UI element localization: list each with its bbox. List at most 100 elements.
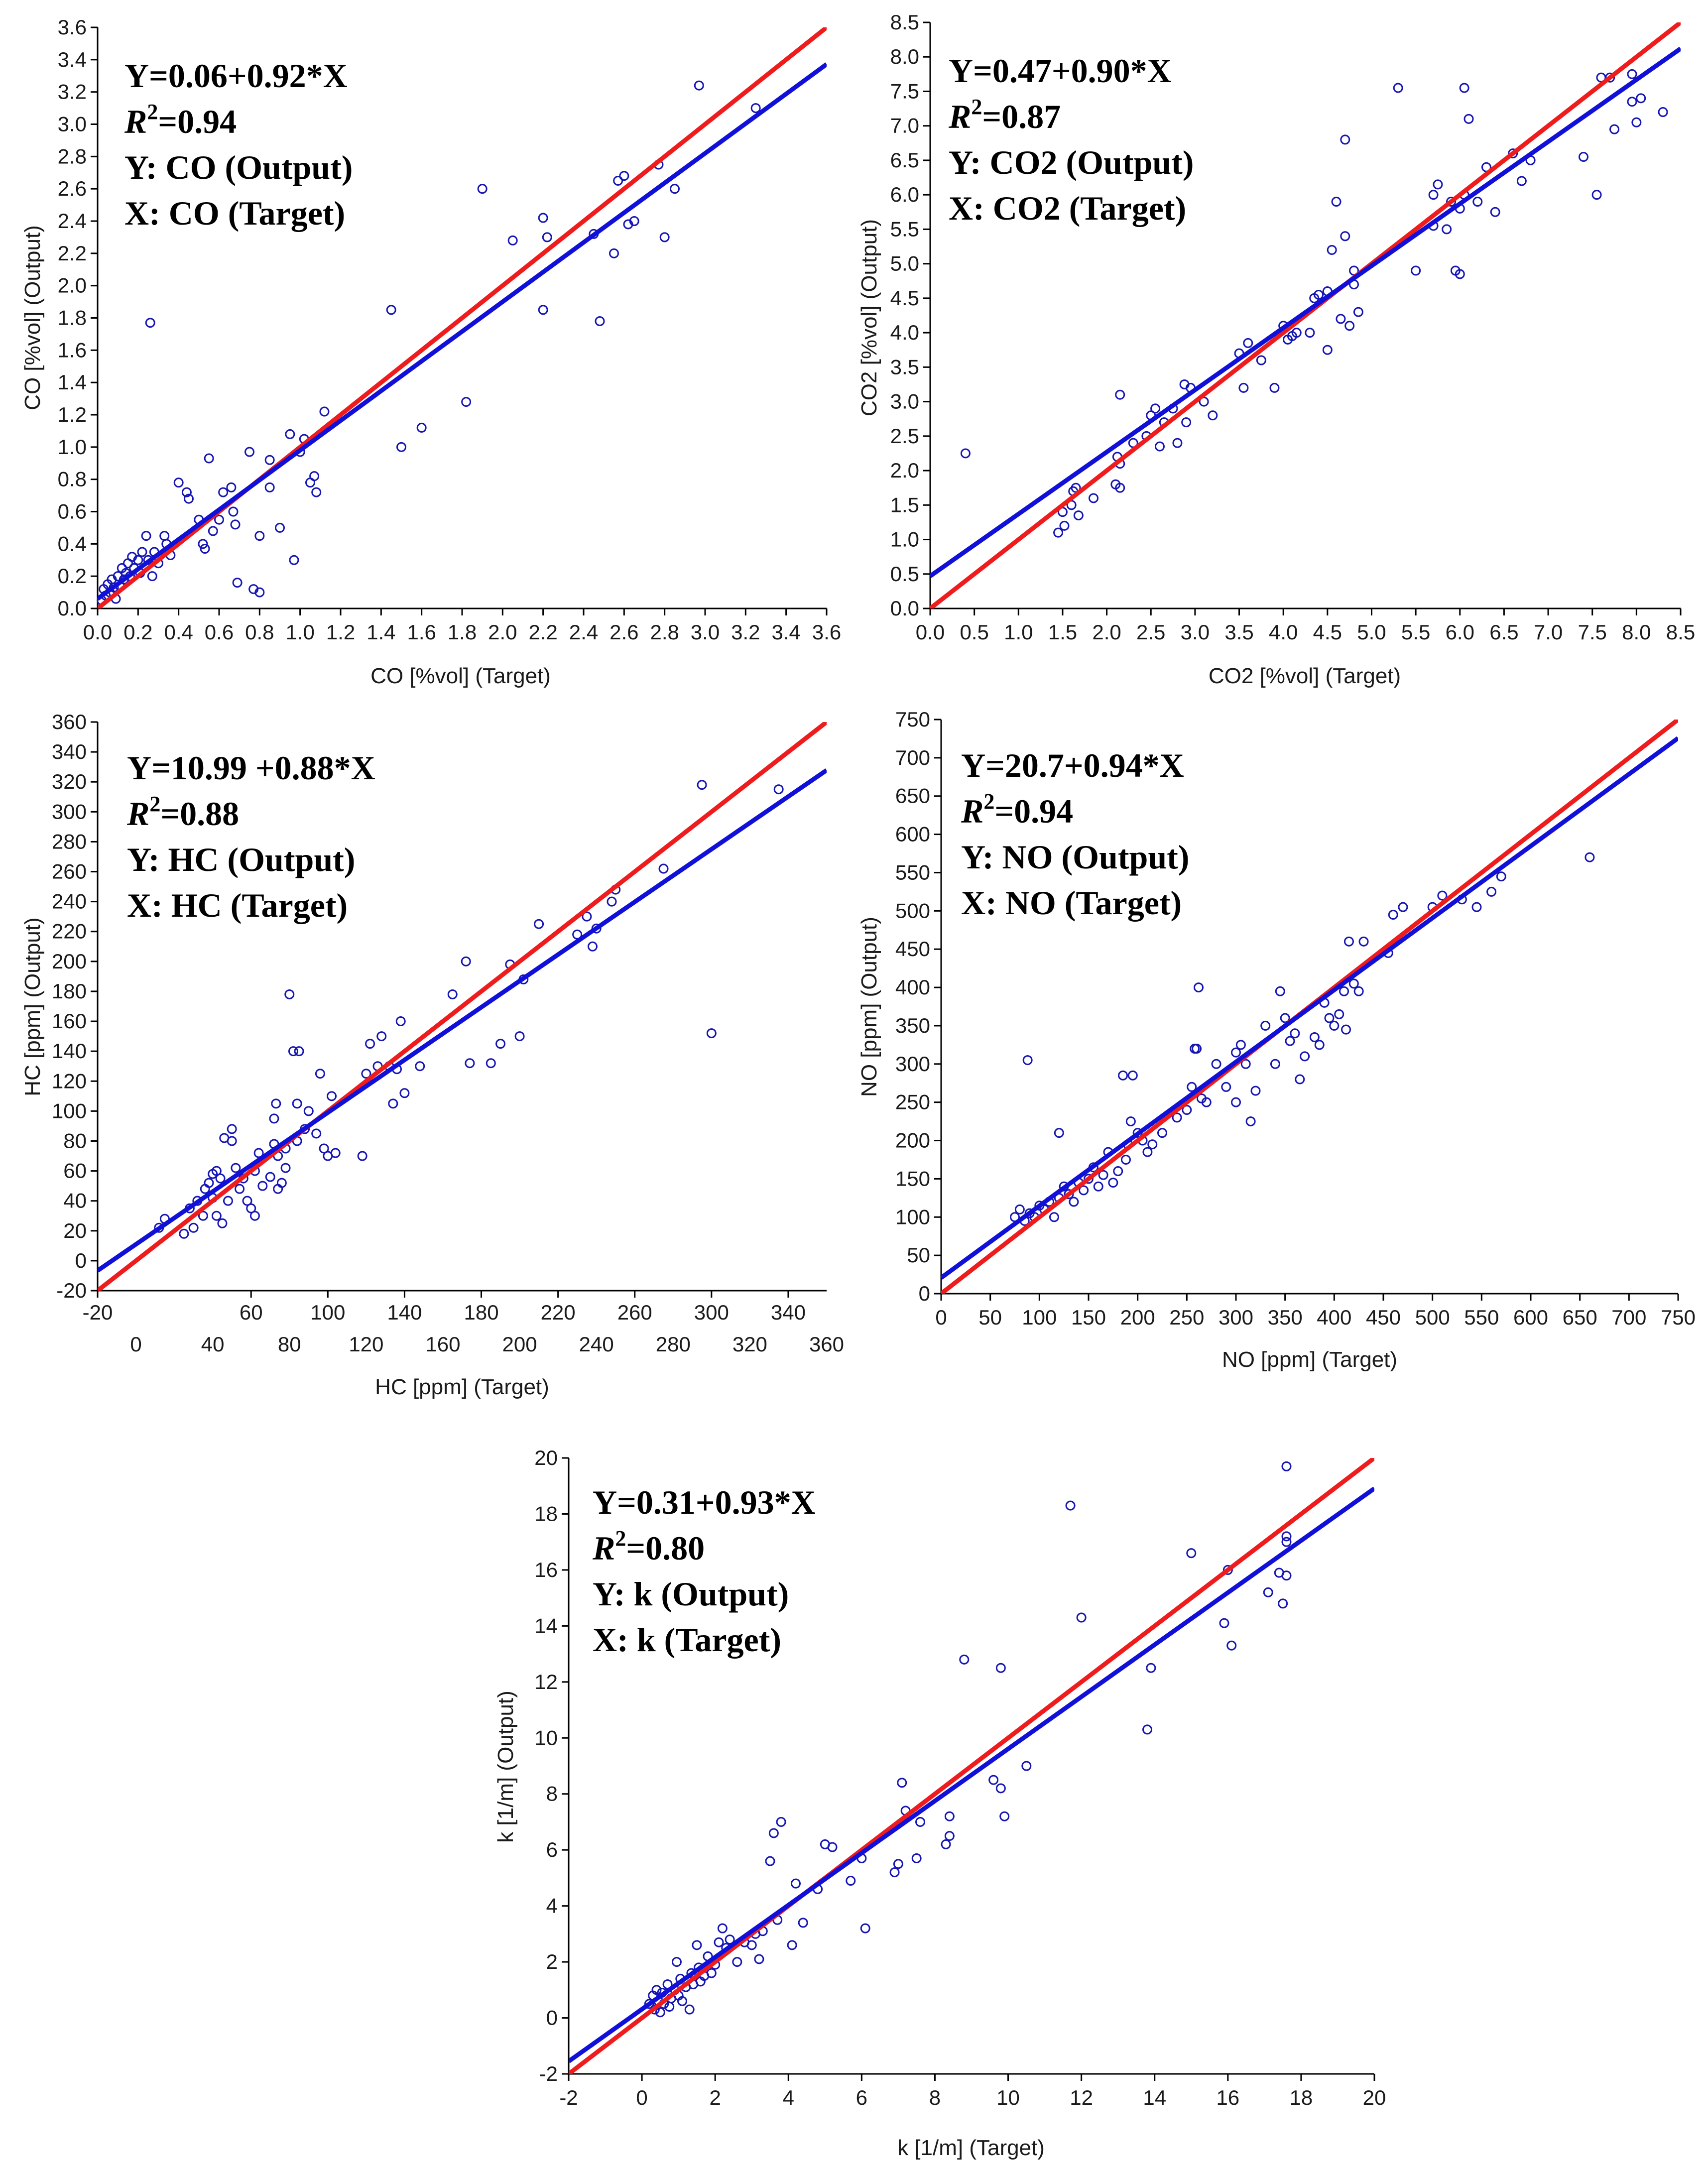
x-variable-legend: X: CO2 (Target) <box>949 189 1186 227</box>
x-tick-label-top: 100 <box>310 1301 345 1324</box>
y-tick-label: 180 <box>52 979 87 1003</box>
data-point <box>860 1923 870 1933</box>
y-tick-label: -20 <box>56 1279 87 1302</box>
data-point <box>1054 1128 1064 1138</box>
x-tick-label-top: 300 <box>694 1301 729 1324</box>
data-point <box>289 555 299 565</box>
x-axis-title: NO [ppm] (Target) <box>1222 1347 1397 1372</box>
data-point <box>159 531 170 541</box>
r-squared: R2=0.80 <box>592 1526 705 1567</box>
data-point <box>461 397 472 407</box>
fit-line <box>941 736 1678 1280</box>
x-tick-label: 6.5 <box>1489 620 1518 644</box>
data-point <box>655 2007 665 2018</box>
x-tick-label: 150 <box>1071 1306 1106 1329</box>
y-tick-label: 1.0 <box>890 528 919 551</box>
x-tick-label: 250 <box>1169 1306 1204 1329</box>
data-point <box>1658 107 1668 118</box>
y-tick-label: 2.5 <box>890 424 919 448</box>
data-point <box>746 1940 757 1950</box>
x-tick-label: 4.5 <box>1313 620 1342 644</box>
data-point <box>534 919 544 929</box>
y-tick-label: 8.5 <box>890 10 919 34</box>
x-tick-label: 0.2 <box>123 620 152 644</box>
x-tick-label: 2.0 <box>1092 620 1121 644</box>
identity-line <box>569 1458 1374 2074</box>
y-tick-label: 6 <box>546 1838 558 1861</box>
y-tick-label: 50 <box>907 1243 930 1267</box>
data-point <box>486 1058 496 1069</box>
r-squared-value: =0.94 <box>158 103 237 140</box>
data-point <box>217 1218 228 1228</box>
data-point <box>188 1222 199 1233</box>
y-tick-label: 160 <box>52 1009 87 1033</box>
data-point <box>319 1143 329 1154</box>
data-point <box>1231 1097 1241 1107</box>
chart-hc: -200204060801001201401601802002202402602… <box>20 710 844 1399</box>
data-point <box>1336 314 1346 324</box>
y-tick-label: 0 <box>919 1282 930 1305</box>
data-point <box>133 555 143 565</box>
data-point <box>1281 1570 1292 1581</box>
data-point <box>294 1046 304 1057</box>
data-point <box>1329 1020 1340 1031</box>
data-point <box>1291 328 1302 338</box>
data-point <box>1341 1024 1351 1035</box>
x-tick-label: 3.4 <box>771 620 800 644</box>
data-point <box>396 442 406 452</box>
data-point <box>254 587 265 598</box>
y-tick-label: 1.6 <box>58 338 87 362</box>
data-point <box>1150 403 1161 414</box>
x-tick-label: 14 <box>1143 2086 1166 2109</box>
data-point <box>1285 1036 1295 1046</box>
y-tick-label: 360 <box>52 710 87 733</box>
data-point <box>846 1876 856 1886</box>
x-tick-label: 20 <box>1363 2086 1386 2109</box>
y-variable-legend: Y: NO (Output) <box>961 838 1189 876</box>
x-tick-label: 0 <box>935 1306 947 1329</box>
y-tick-label: 300 <box>52 800 87 823</box>
x-tick-label-bottom: 320 <box>732 1332 767 1356</box>
r-squared-exponent: 2 <box>149 792 160 816</box>
data-point <box>538 305 548 315</box>
data-point <box>1125 1116 1136 1127</box>
data-point <box>246 1203 256 1213</box>
data-point <box>1295 1074 1305 1085</box>
data-point <box>1250 1086 1261 1096</box>
data-point <box>1065 1500 1076 1511</box>
data-point <box>658 863 669 874</box>
y-tick-label: 1.5 <box>890 493 919 516</box>
x-tick-label-bottom: 240 <box>579 1332 614 1356</box>
data-point <box>1490 207 1500 217</box>
data-point <box>1300 1051 1310 1062</box>
data-point <box>1053 527 1064 538</box>
y-tick-label: 4.5 <box>890 286 919 310</box>
x-axis-title: k [1/m] (Target) <box>897 2136 1045 2160</box>
x-tick-label-top: 140 <box>387 1301 422 1324</box>
y-tick-label: 4 <box>546 1894 558 1918</box>
r-squared-symbol: R <box>592 1529 615 1567</box>
data-point <box>911 1853 922 1864</box>
data-point <box>1322 345 1333 355</box>
x-tick-label: 5.0 <box>1357 620 1386 644</box>
y-tick-label: 450 <box>895 937 930 961</box>
data-point <box>1115 389 1125 400</box>
data-point <box>944 1811 955 1821</box>
fit-line <box>98 62 827 601</box>
data-point <box>1172 438 1183 448</box>
x-tick-label-bottom: 0 <box>130 1332 141 1356</box>
x-tick-label: 0.4 <box>164 620 193 644</box>
x-tick-label: 3.5 <box>1224 620 1253 644</box>
data-point <box>765 1856 775 1866</box>
y-tick-label: 100 <box>895 1205 930 1228</box>
x-tick-label: 450 <box>1366 1306 1401 1329</box>
data-point <box>1305 328 1315 338</box>
x-tick-label-bottom: 360 <box>809 1332 844 1356</box>
y-tick-label: 10 <box>534 1726 558 1749</box>
data-point <box>1472 197 1483 207</box>
fit-equation: Y=0.06+0.92*X <box>124 57 348 95</box>
data-point <box>1127 1070 1138 1081</box>
x-tick-label: 200 <box>1120 1306 1155 1329</box>
data-point <box>211 1166 222 1176</box>
data-point <box>1437 890 1448 901</box>
